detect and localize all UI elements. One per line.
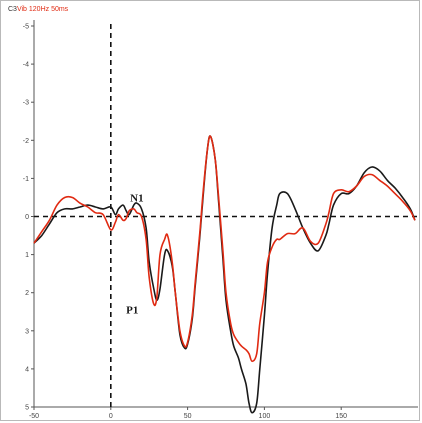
y-tick-label: -4 [23, 62, 29, 69]
x-tick-label: 100 [259, 413, 271, 420]
series-line-red [33, 135, 416, 363]
y-tick-label: -1 [23, 176, 29, 183]
annotation-n1: N1 [130, 192, 143, 204]
y-tick-label: 0 [25, 214, 29, 221]
axes: -5 -4 -3 -2 -1 0 1 2 3 4 5-50 0 50 100 150 [23, 20, 418, 420]
condition-label: Vib 120Hz 50ms [16, 6, 69, 13]
y-tick-label: 2 [25, 290, 29, 297]
y-tick-label: -5 [23, 24, 29, 31]
x-tick-label: -50 [29, 413, 39, 420]
annotation-p1: P1 [126, 305, 138, 317]
y-tick-label: -3 [23, 100, 29, 107]
annotations: N1 P1 [126, 192, 143, 316]
x-tick-label: 50 [184, 413, 192, 420]
channel-label: C3 [8, 6, 17, 13]
x-tick-label: 0 [109, 413, 113, 420]
y-tick-label: 3 [25, 328, 29, 335]
x-tick-label: 150 [335, 413, 347, 420]
y-tick-label: 5 [25, 405, 29, 412]
y-tick-label: -2 [23, 138, 29, 145]
zero-lines [34, 24, 418, 407]
y-tick-label: 4 [25, 366, 29, 373]
chart-title: C3Vib 120Hz 50ms [8, 5, 68, 14]
y-tick-label: 1 [25, 252, 29, 259]
series-group [33, 135, 416, 414]
